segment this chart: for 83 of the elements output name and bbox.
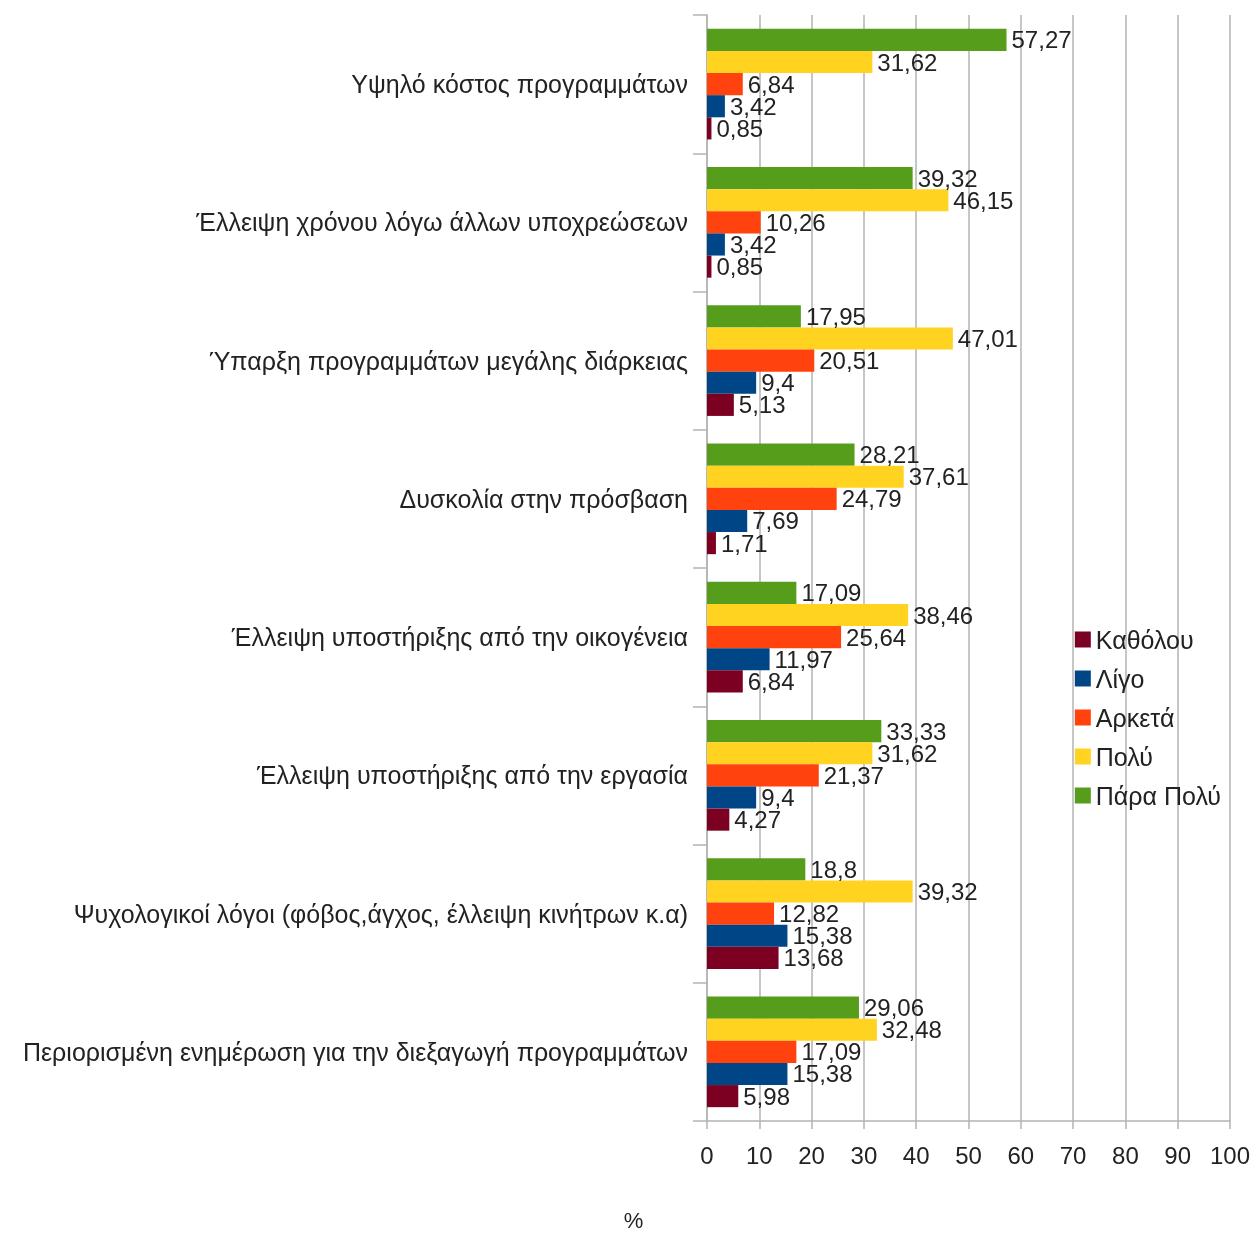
bar [707, 509, 748, 533]
bar [707, 996, 859, 1019]
bar [707, 233, 725, 256]
bar [707, 349, 815, 372]
data-label: 20,51 [819, 347, 880, 375]
y-tick-label: Περιορισμένη ενημέρωση για την διεξαγωγή προγραμμάτων [22, 1037, 688, 1066]
data-label: 47,01 [957, 325, 1018, 353]
data-label: 17,09 [801, 1038, 862, 1066]
y-tick-label: Έλλειψη υποστήριξης από την εργασία [255, 761, 688, 790]
legend-label: Αρκετά [1095, 703, 1175, 732]
legend-label: Λίγο [1095, 664, 1145, 693]
data-label: 12,82 [779, 900, 840, 928]
data-label: 24,79 [841, 485, 902, 513]
bar [707, 902, 775, 925]
data-label: 21,37 [823, 761, 884, 789]
x-tick-label: 10 [745, 1141, 773, 1169]
bar [707, 603, 909, 627]
x-tick-label: 20 [798, 1141, 825, 1169]
bar [707, 1040, 797, 1063]
bar [707, 742, 873, 765]
bar [707, 393, 734, 416]
data-label: 31,62 [877, 48, 938, 76]
bar [707, 487, 837, 510]
x-tick-label: 70 [1059, 1141, 1087, 1169]
bar [707, 73, 743, 96]
bar [707, 95, 725, 118]
bar [707, 189, 949, 212]
y-tick-label: Ψυχολογικοί λόγοι (φόβος,άγχος, έλλειψη κινήτρων κ.α) [73, 899, 688, 928]
data-label: 39,32 [917, 878, 978, 906]
data-label: 25,64 [846, 623, 907, 651]
bar [707, 648, 770, 671]
legend-label: Καθόλου [1095, 625, 1194, 654]
bar [707, 670, 743, 693]
bar [707, 880, 913, 903]
bar [707, 581, 797, 604]
data-label: 18,8 [810, 855, 858, 883]
bar [707, 50, 873, 74]
data-label: 17,09 [801, 579, 862, 607]
bar [707, 117, 712, 140]
data-label: 17,95 [805, 302, 866, 330]
data-label: 38,46 [913, 601, 974, 629]
bar [707, 371, 757, 394]
x-tick-label: 60 [1007, 1141, 1035, 1169]
x-axis-title: % [623, 1207, 644, 1233]
bar [707, 1018, 877, 1041]
bar [707, 443, 855, 466]
data-label: 57,27 [1011, 26, 1072, 54]
x-tick-label: 100 [1209, 1141, 1251, 1169]
bar [707, 858, 806, 881]
bar [707, 211, 761, 234]
x-tick-label: 40 [902, 1141, 930, 1169]
data-label: 29,06 [863, 994, 925, 1022]
bar [707, 532, 716, 555]
x-tick-label: 90 [1164, 1141, 1192, 1169]
x-tick-label: 0 [700, 1141, 714, 1169]
x-tick-label: 80 [1112, 1141, 1139, 1169]
legend-label: Πολύ [1095, 742, 1153, 771]
bar [707, 327, 953, 350]
bar [707, 305, 801, 328]
bar [707, 720, 882, 743]
bar [707, 28, 1007, 51]
bar [707, 1085, 739, 1108]
bar [707, 1062, 788, 1086]
data-label: 9,4 [761, 783, 795, 811]
bar [707, 924, 788, 947]
y-tick-label: Ύπαρξη προγραμμάτων μεγάλης διάρκειας [208, 346, 688, 375]
bar [707, 764, 819, 787]
data-label: 9,4 [761, 369, 795, 397]
y-tick-label: Έλλειψη υποστήριξης από την οικογένεια [230, 623, 688, 652]
x-tick-label: 50 [955, 1141, 982, 1169]
bar [707, 167, 913, 190]
y-tick-label: Δυσκολία στην πρόσβαση [399, 484, 688, 513]
bar [707, 626, 842, 649]
x-tick-label: 30 [850, 1141, 878, 1169]
bar [707, 255, 712, 278]
legend-label: Πάρα Πολύ [1095, 781, 1221, 810]
y-tick-label: Υψηλό κόστος προγραμμάτων [351, 70, 688, 99]
y-tick-label: Έλλειψη χρόνου λόγω άλλων υποχρεώσεων [195, 208, 688, 237]
bar [707, 786, 757, 809]
bar [707, 946, 779, 969]
bar [707, 808, 730, 831]
bar [707, 465, 904, 488]
data-label: 5,98 [743, 1082, 790, 1110]
